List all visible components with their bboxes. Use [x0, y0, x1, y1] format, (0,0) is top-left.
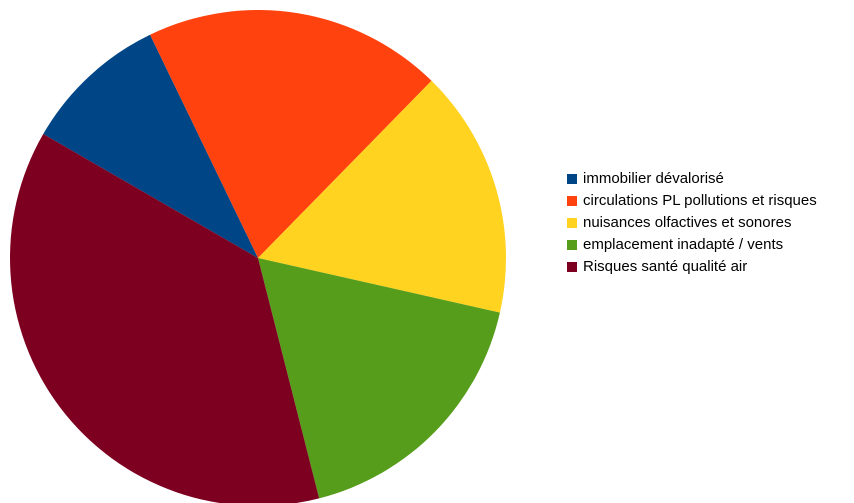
legend-item: emplacement inadapté / vents: [567, 236, 852, 254]
legend-swatch: [567, 196, 577, 206]
legend-label: nuisances olfactives et sonores: [583, 214, 792, 231]
legend-item: Risques santé qualité air: [567, 258, 852, 276]
legend-label: circulations PL pollutions et risques: [583, 192, 817, 209]
pie-slice-4: [258, 258, 500, 499]
pie-slice-3: [258, 80, 506, 313]
legend-item: immobilier dévalorisé: [567, 170, 852, 188]
legend-swatch: [567, 240, 577, 250]
legend-item: circulations PL pollutions et risques: [567, 192, 852, 210]
legend-label: emplacement inadapté / vents: [583, 236, 784, 253]
legend-label: immobilier dévalorisé: [583, 170, 724, 187]
legend-item: nuisances olfactives et sonores: [567, 214, 852, 232]
pie-slice-1: [43, 34, 259, 258]
legend-label: Risques santé qualité air: [583, 258, 748, 275]
pie-slices: [10, 9, 506, 503]
legend-swatch: [567, 262, 577, 272]
pie-slice-5: [10, 134, 320, 503]
legend-swatch: [567, 174, 577, 184]
pie-slice-2: [150, 9, 432, 259]
legend-swatch: [567, 218, 577, 228]
chart-legend: immobilier dévalorisé circulations PL pol…: [567, 170, 852, 280]
